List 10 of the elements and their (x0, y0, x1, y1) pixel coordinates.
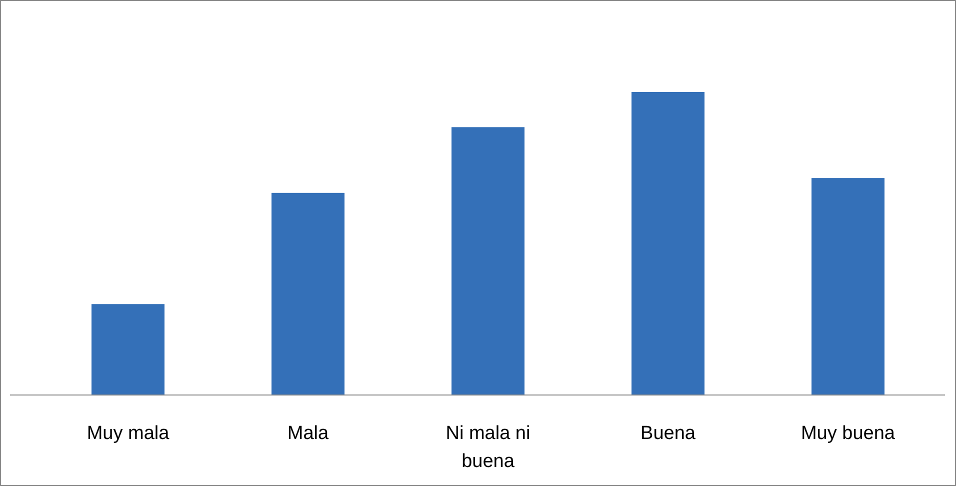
x-tick-label: Buena (640, 423, 696, 444)
bar (452, 127, 524, 395)
x-tick-label: Mala (287, 423, 330, 444)
bar (92, 304, 164, 395)
x-tick-label: Ni mala ni buena (446, 423, 530, 472)
x-tick-label: Muy buena (800, 423, 896, 444)
bar (632, 92, 704, 395)
bar (812, 178, 884, 395)
bar (272, 192, 344, 395)
x-tick-label: Muy mala (86, 423, 170, 444)
